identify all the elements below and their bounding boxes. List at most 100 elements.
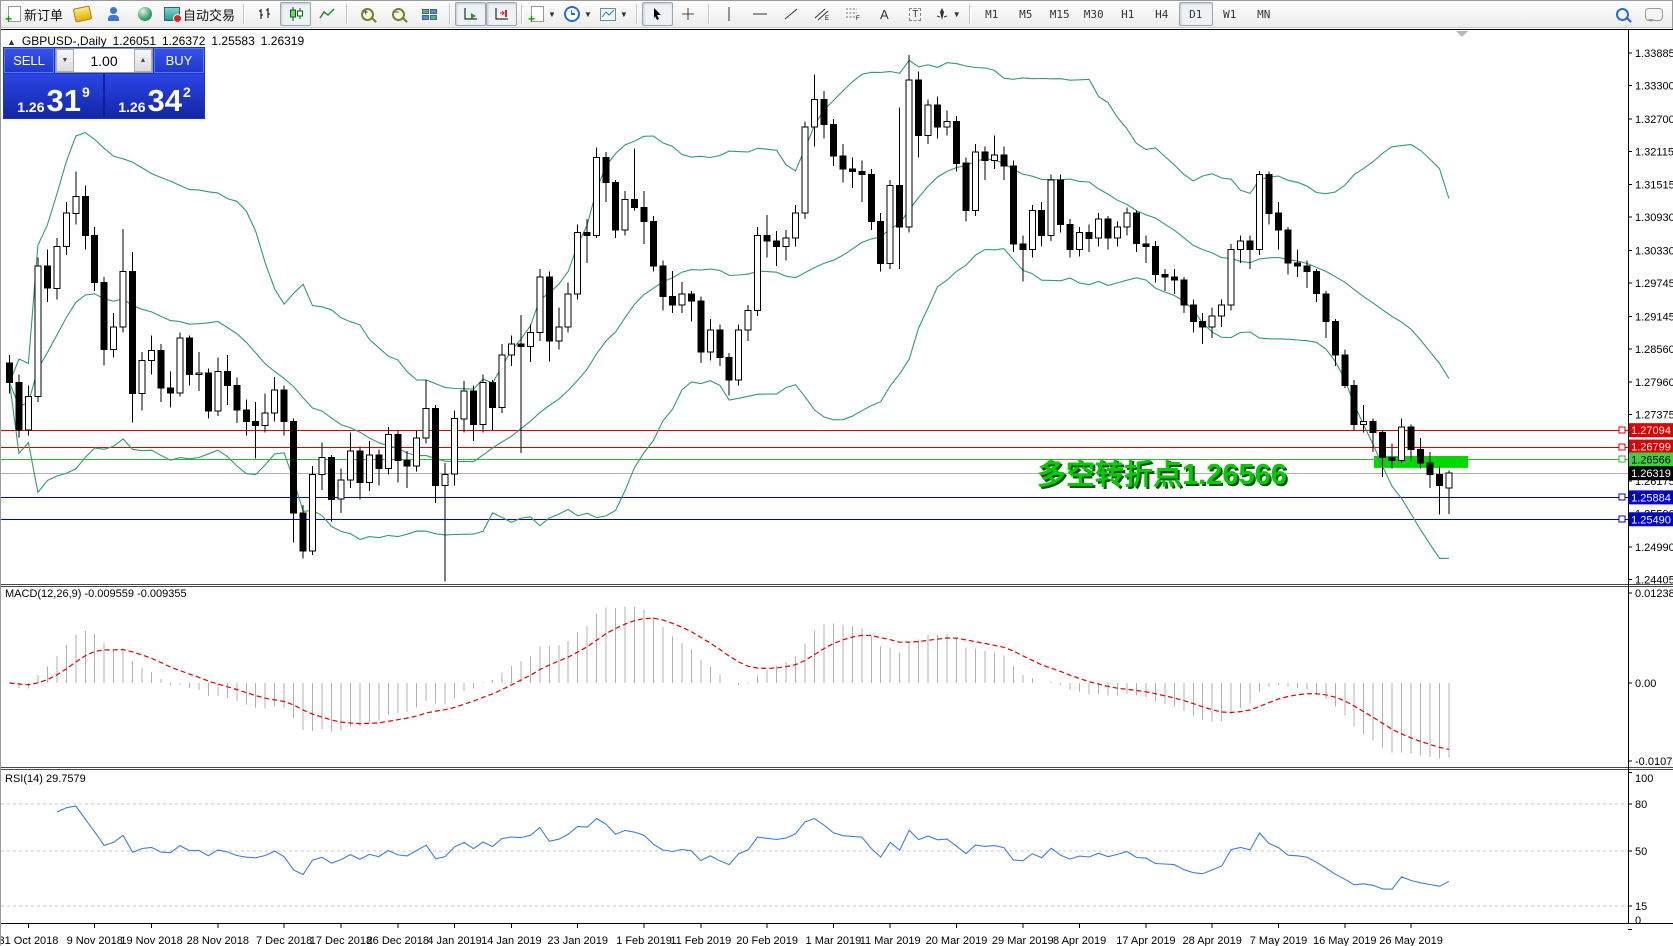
volume-increase-button[interactable]: ▲	[134, 49, 152, 72]
bear-candle	[649, 221, 657, 267]
timeframe-w1-button[interactable]: W1	[1223, 7, 1237, 21]
candlestick-chart-button[interactable]	[280, 2, 312, 26]
timeframe-mn-button[interactable]: MN	[1257, 7, 1271, 21]
buy-button[interactable]: BUY	[154, 48, 204, 73]
timeframe-m30-button[interactable]: M30	[1083, 7, 1104, 21]
hline-handle[interactable]	[1618, 455, 1626, 463]
data-window-button[interactable]	[98, 2, 129, 26]
axis-label: 1.25490	[1631, 514, 1671, 526]
volume-input[interactable]: 1.00	[90, 52, 118, 69]
rsi-panel[interactable]	[1, 803, 1628, 907]
bear-candle	[725, 357, 733, 381]
ohlc-open: 1.26051	[112, 34, 156, 48]
chart-shift-icon	[495, 8, 508, 20]
bull-candle	[337, 479, 345, 500]
periods-button[interactable]: ▼	[560, 2, 596, 26]
line-chart-icon	[318, 8, 335, 19]
template-icon	[599, 7, 616, 21]
bar-chart-button[interactable]	[249, 2, 280, 26]
autotrading-button[interactable]: 自动交易	[160, 2, 239, 26]
bull-candle	[138, 359, 146, 395]
label-tool-button[interactable]: T	[900, 2, 931, 26]
axis-label: 1.33300	[1635, 80, 1673, 92]
zoom-in-button[interactable]: +	[352, 2, 383, 26]
fibonacci-tool-button[interactable]: F	[838, 2, 869, 26]
bear-candle	[687, 293, 695, 302]
ohlc-high: 1.26372	[162, 34, 206, 48]
bear-candle	[1066, 223, 1074, 250]
templates-button[interactable]: ▼	[596, 2, 632, 26]
crosshair-tool-button[interactable]	[673, 2, 704, 26]
trendline-tool-button[interactable]	[776, 2, 807, 26]
indicators-button[interactable]: ▼	[527, 2, 560, 26]
axis-label: 29 Mar 2019	[992, 935, 1054, 946]
timeframe-h4-button[interactable]: H4	[1155, 7, 1169, 21]
macd-panel[interactable]	[9, 606, 1450, 759]
axis-label: 1.28560	[1635, 344, 1673, 356]
bull-candle	[1360, 421, 1368, 425]
tile-windows-button[interactable]	[414, 2, 445, 26]
price-axis[interactable]: 1.33885 1.33300 1.32700 1.32115 1.31515 1.309…	[1628, 29, 1673, 946]
buy-price-pip: 2	[182, 84, 191, 100]
cursor-tool-button[interactable]	[641, 2, 673, 26]
new-order-button[interactable]: 新订单	[4, 2, 67, 26]
axis-label: 26 May 2019	[1379, 935, 1443, 946]
hline-handle[interactable]	[1618, 493, 1626, 501]
bear-candle	[1085, 232, 1093, 239]
bull-candle	[801, 126, 809, 214]
vertical-line-tool-button[interactable]	[714, 2, 745, 26]
annotation-text[interactable]: 多空转折点1.26566	[1037, 457, 1287, 491]
timeframe-m1-button[interactable]: M1	[985, 7, 999, 21]
bull-candle	[53, 246, 61, 289]
bear-candle	[1341, 354, 1349, 386]
price-badge	[1629, 423, 1673, 438]
autotrading-label: 自动交易	[183, 7, 236, 23]
bull-candle	[1076, 232, 1084, 250]
search-button[interactable]	[1607, 2, 1638, 26]
text-tool-button[interactable]: A	[869, 2, 900, 26]
sell-price[interactable]: 1.26 31 9	[4, 74, 103, 118]
price-badge	[1629, 452, 1673, 467]
chart-area[interactable]: 多空转折点1.26566 多空转折点1.26566 1.33885 1.33300 1.…	[1, 29, 1673, 946]
timeframe-m5-button[interactable]: M5	[1019, 7, 1033, 21]
line-chart-button[interactable]	[311, 2, 342, 26]
channel-tool-button[interactable]: E	[807, 2, 838, 26]
collapse-triangle-icon[interactable]: ▲	[7, 37, 16, 47]
horizontal-line-tool-button[interactable]	[745, 2, 776, 26]
chevron-down-icon: ▼	[583, 9, 592, 19]
bear-candle	[81, 196, 89, 237]
timeframe-d1-button[interactable]: D1	[1178, 2, 1213, 26]
zoom-out-button[interactable]: −	[383, 2, 414, 26]
volume-decrease-button[interactable]: ▼	[56, 49, 74, 72]
buy-price[interactable]: 1.26 34 2	[105, 74, 204, 118]
chat-button[interactable]	[1638, 2, 1669, 26]
timeframe-m15-button[interactable]: M15	[1049, 7, 1070, 21]
chat-icon	[1644, 7, 1663, 22]
arrows-tool-button[interactable]: ▼	[931, 2, 965, 26]
auto-scroll-button[interactable]	[455, 2, 487, 26]
zoom-in-icon: +	[361, 7, 375, 21]
bull-candle	[62, 212, 70, 247]
bear-candle	[1331, 321, 1339, 356]
chart-shift-marker[interactable]	[1456, 31, 1468, 37]
market-watch-button[interactable]	[67, 2, 98, 26]
sell-button[interactable]: SELL	[4, 48, 54, 73]
hline-handle[interactable]	[1618, 426, 1626, 434]
bear-candle	[517, 343, 525, 348]
chart-canvas[interactable]: 多空转折点1.26566多空转折点1.265661.338851.333001.…	[1, 29, 1673, 946]
timeframe-h1-button[interactable]: H1	[1121, 7, 1135, 21]
hline-handle[interactable]	[1618, 515, 1626, 523]
chart-shift-button[interactable]	[486, 2, 518, 26]
hline-handle[interactable]	[1618, 443, 1626, 451]
bear-candle	[1180, 279, 1188, 306]
bear-candle	[223, 371, 231, 386]
axis-label: 26 Dec 2018	[367, 935, 429, 946]
bull-candle	[479, 382, 487, 425]
bear-candle	[6, 362, 13, 384]
bull-candle	[1445, 472, 1453, 489]
navigator-button[interactable]	[129, 2, 160, 26]
bear-candle	[773, 240, 781, 248]
